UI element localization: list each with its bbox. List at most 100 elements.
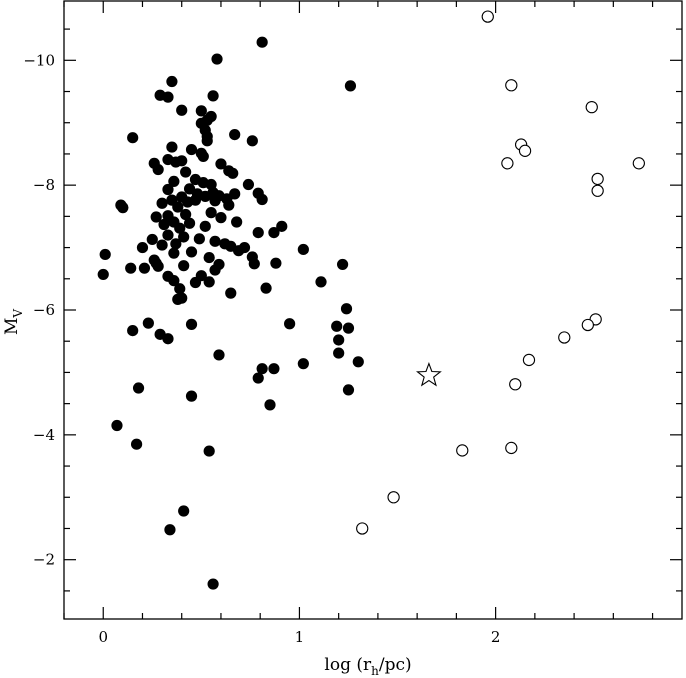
globular-cluster-point bbox=[156, 239, 168, 251]
globular-cluster-point bbox=[344, 80, 357, 92]
globular-cluster-point bbox=[162, 333, 174, 345]
x-axis-label-main: log (r bbox=[324, 655, 372, 675]
open-circle-point bbox=[501, 157, 514, 170]
open-circle-point bbox=[558, 331, 571, 344]
open-circle-point bbox=[509, 378, 522, 391]
globular-cluster-point bbox=[127, 325, 139, 337]
globular-cluster-point bbox=[183, 217, 196, 229]
globular-cluster-point bbox=[233, 245, 245, 257]
open-circle-point bbox=[632, 157, 645, 170]
globular-cluster-point bbox=[242, 178, 255, 191]
y-tick-label: −10 bbox=[23, 51, 55, 69]
globular-cluster-point bbox=[333, 347, 345, 359]
globular-cluster-point bbox=[205, 110, 217, 123]
globular-cluster-point bbox=[197, 150, 209, 163]
globular-cluster-point bbox=[203, 251, 215, 264]
globular-cluster-point bbox=[136, 241, 149, 254]
globular-cluster-point bbox=[162, 91, 174, 103]
globular-cluster-point bbox=[168, 247, 180, 259]
globular-cluster-point bbox=[185, 318, 198, 330]
globular-cluster-point bbox=[252, 226, 264, 239]
globular-cluster-point bbox=[276, 220, 288, 232]
y-axis-label: MV bbox=[2, 309, 25, 335]
y-tick-label: −8 bbox=[33, 176, 55, 194]
y-tick-label: −4 bbox=[33, 426, 55, 444]
globular-cluster-point bbox=[203, 276, 215, 288]
globular-cluster-point bbox=[215, 158, 227, 170]
open-circle-point bbox=[505, 441, 518, 455]
globular-cluster-point bbox=[223, 199, 235, 211]
x-axis-label-subscript: h bbox=[371, 664, 379, 678]
axis-ticks: 0 1 2 −10 −8 −6 −4 −2 bbox=[23, 1, 682, 646]
globular-cluster-point bbox=[166, 75, 178, 88]
globular-cluster-point bbox=[256, 363, 268, 375]
globular-cluster-point bbox=[97, 268, 109, 281]
globular-cluster-point bbox=[227, 167, 239, 179]
open-circle-point bbox=[581, 318, 594, 332]
globular-cluster-point bbox=[260, 282, 272, 294]
globular-cluster-point bbox=[185, 143, 198, 156]
globular-cluster-point bbox=[193, 233, 205, 245]
globular-cluster-point bbox=[178, 505, 190, 517]
globular-cluster-point bbox=[352, 356, 364, 368]
globular-cluster-point bbox=[199, 190, 211, 202]
open-circle-point bbox=[591, 184, 604, 197]
globular-cluster-point bbox=[342, 322, 355, 334]
globular-cluster-point bbox=[180, 166, 192, 178]
open-circle-point bbox=[585, 100, 598, 114]
globular-cluster-point bbox=[215, 212, 227, 224]
globular-cluster-point bbox=[229, 128, 241, 141]
globular-cluster-point bbox=[130, 438, 143, 450]
globular-cluster-point bbox=[205, 207, 217, 219]
globular-cluster-point bbox=[146, 233, 158, 246]
open-circle-point bbox=[456, 444, 469, 457]
globular-cluster-point bbox=[162, 229, 174, 241]
x-axis-label-tail: /pc) bbox=[379, 655, 412, 675]
globular-cluster-point bbox=[297, 358, 309, 370]
globular-cluster-point bbox=[252, 372, 264, 384]
globular-cluster-point bbox=[164, 524, 176, 536]
open-circle-point bbox=[481, 10, 494, 23]
x-tick-label: 0 bbox=[98, 628, 108, 646]
y-tick-label: −2 bbox=[33, 551, 55, 569]
globular-cluster-point bbox=[172, 293, 184, 305]
globular-cluster-point bbox=[340, 303, 353, 315]
globular-cluster-point bbox=[297, 243, 309, 256]
globular-cluster-point bbox=[207, 578, 219, 590]
y-axis-label-main: M bbox=[2, 318, 22, 335]
globular-cluster-point bbox=[342, 384, 355, 396]
globular-cluster-point bbox=[270, 257, 282, 269]
open-circle-point bbox=[356, 522, 369, 535]
globular-cluster-point bbox=[203, 445, 215, 457]
globular-cluster-point bbox=[268, 226, 280, 239]
globular-cluster-point bbox=[185, 390, 198, 402]
x-tick-label: 1 bbox=[295, 628, 305, 646]
globular-cluster-point bbox=[209, 264, 221, 276]
open-circle-point bbox=[518, 144, 532, 157]
globular-cluster-point bbox=[162, 183, 174, 196]
globular-cluster-point bbox=[189, 276, 202, 289]
globular-cluster-point bbox=[248, 258, 260, 270]
globular-cluster-point bbox=[176, 155, 188, 167]
globular-cluster-point bbox=[331, 320, 343, 332]
globular-cluster-point bbox=[170, 238, 182, 250]
globular-cluster-point bbox=[166, 141, 178, 153]
globular-cluster-point bbox=[264, 399, 276, 411]
globular-cluster-point bbox=[185, 246, 198, 258]
open-circle-point bbox=[387, 491, 400, 504]
globular-cluster-point bbox=[256, 36, 268, 48]
globular-cluster-point bbox=[117, 202, 129, 214]
y-tick-label: −6 bbox=[33, 301, 55, 319]
globular-cluster-point bbox=[268, 363, 280, 375]
globular-cluster-point bbox=[189, 173, 202, 186]
y-axis-label-subscript: V bbox=[11, 309, 25, 319]
globular-cluster-point bbox=[125, 262, 137, 274]
globular-cluster-point bbox=[211, 53, 223, 65]
globular-cluster-point bbox=[127, 132, 139, 144]
globular-cluster-point bbox=[168, 275, 180, 287]
globular-cluster-point bbox=[158, 218, 170, 231]
globular-cluster-point bbox=[209, 195, 221, 207]
globular-cluster-point bbox=[178, 260, 190, 272]
globular-cluster-point bbox=[176, 104, 188, 116]
globular-cluster-point bbox=[111, 419, 123, 432]
